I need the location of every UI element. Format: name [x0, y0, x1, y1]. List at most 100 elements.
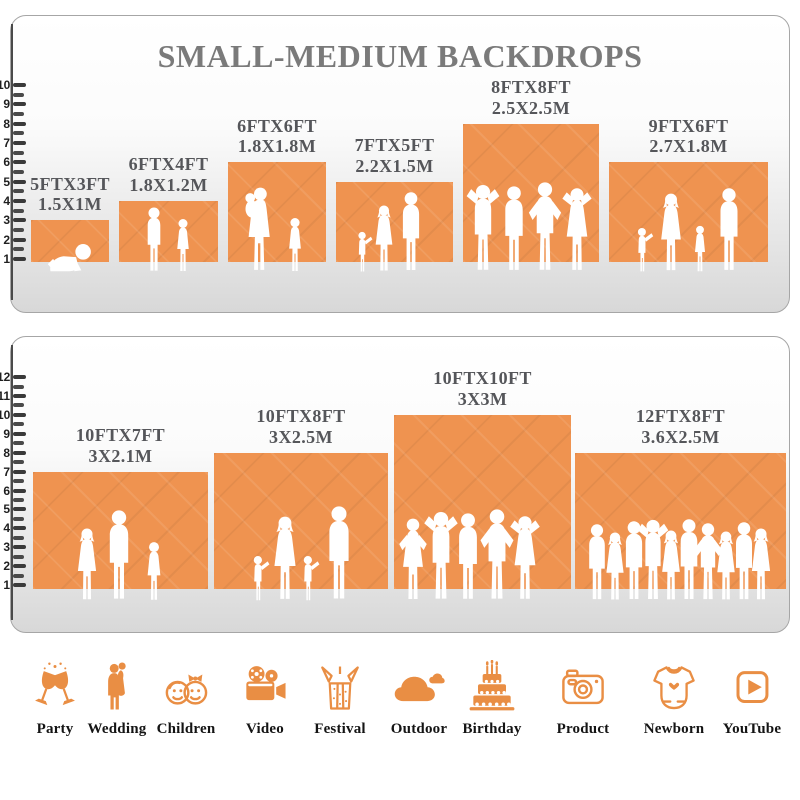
ruler-number: 8	[3, 116, 10, 131]
ruler-tick-minor	[13, 208, 24, 213]
size-ft-label: 8FTX8FT	[491, 76, 571, 97]
category-label: Newborn	[643, 721, 705, 737]
ruler-tick-minor	[13, 228, 24, 232]
ruler-tick-minor	[13, 150, 24, 155]
backdrop-bar-10ftx7ft	[33, 471, 208, 589]
ruler-tick-minor	[13, 131, 24, 136]
ruler-tick-major	[13, 545, 26, 550]
category-product: Product	[538, 660, 628, 738]
ruler-tick-major	[13, 375, 26, 380]
size-m-label: 3X2.1M	[88, 445, 153, 466]
bar-size-label: 10FTX7FT 3X2.1M	[1, 425, 241, 467]
size-m-label: 2.7X1.8M	[649, 136, 728, 157]
size-ft-label: 10FTX10FT	[433, 368, 532, 389]
ruler-tick-minor	[13, 247, 24, 252]
size-m-label: 1.8X1.2M	[129, 175, 208, 196]
category-festival: Festival	[295, 660, 385, 738]
ruler-tick-minor	[13, 554, 24, 559]
ruler-axis	[11, 345, 13, 620]
ruler-number: 1	[3, 252, 10, 266]
ruler-tick-minor	[13, 441, 24, 446]
ruler-tick-minor	[13, 170, 24, 174]
ruler-tick-minor	[13, 479, 24, 484]
ruler-number: 3	[3, 213, 10, 228]
ruler-tick-major	[13, 257, 26, 261]
size-ft-label: 9FTX6FT	[648, 115, 729, 136]
ruler-tick-minor	[13, 535, 24, 540]
size-m-label: 1.5X1M	[38, 194, 102, 215]
category-newborn: Newborn	[629, 660, 719, 738]
ruler-number: 7	[3, 136, 10, 151]
backdrop-bar-5ftx3ft	[31, 220, 109, 262]
ruler-tick-major	[13, 121, 26, 126]
size-ft-label: 6FTX6FT	[237, 115, 317, 136]
category-label: Outdoor	[390, 721, 448, 737]
ruler-number: 9	[3, 426, 10, 441]
backdrop-bar-7ftx5ft	[336, 181, 453, 262]
category-label: Wedding	[87, 721, 147, 737]
category-label: Birthday	[462, 721, 522, 737]
ruler-tick-major	[13, 412, 26, 417]
backdrop-bar-6ftx4ft	[119, 201, 218, 262]
size-ft-label: 12FTX8FT	[635, 405, 726, 426]
ruler-number: 1	[3, 578, 10, 592]
birthday-icon	[464, 660, 520, 716]
ruler-number: 10	[0, 78, 11, 93]
ruler-tick-major	[13, 526, 26, 531]
ruler-number: 6	[3, 483, 10, 498]
category-label: Festival	[314, 721, 366, 737]
bar-size-label: 9FTX6FT 2.7X1.8M	[569, 116, 800, 158]
category-label: Party	[36, 721, 74, 737]
outdoor-icon	[391, 660, 447, 716]
category-party: Party	[10, 660, 100, 738]
ruler-tick-major	[13, 431, 26, 436]
size-m-label: 1.8X1.8M	[237, 136, 317, 157]
ruler-tick-major	[13, 488, 26, 493]
ruler-tick-major	[13, 507, 26, 512]
ruler-tick-major	[13, 394, 26, 398]
category-youtube: YouTube	[707, 660, 797, 738]
ruler-tick-major	[13, 450, 26, 455]
backdrop-panel-1: SMALL-MEDIUM BACKDROPS 1 2 3 4 5 6 7 8 9 10 5FTX3F…	[0, 15, 790, 313]
bar-size-label: 10FTX10FT 3X3M	[363, 368, 603, 410]
size-ft-label: 7FTX5FT	[354, 134, 435, 155]
ruler-number: 2	[3, 559, 10, 574]
size-ft-label: 5FTX3FT	[30, 173, 110, 194]
ruler-tick-minor	[13, 497, 24, 502]
category-video: Video	[220, 660, 310, 738]
ruler-tick-minor	[13, 112, 24, 117]
wedding-icon	[89, 660, 145, 716]
ruler-number: 10	[0, 407, 11, 422]
ruler-tick-major	[13, 237, 26, 242]
ruler-number: 5	[3, 174, 10, 189]
bar-size-label: 5FTX3FT 1.5X1M	[0, 174, 190, 216]
ruler-number: 6	[3, 155, 10, 170]
ruler-number: 11	[0, 389, 10, 403]
ruler-tick-major	[13, 160, 26, 165]
ruler-tick-major	[13, 102, 26, 107]
ruler-tick-major	[13, 83, 26, 88]
ruler-tick-minor	[13, 384, 24, 389]
ruler-tick-major	[13, 218, 26, 223]
size-ft-label: 6FTX4FT	[128, 154, 209, 175]
size-m-label: 3.6X2.5M	[641, 426, 720, 447]
category-label: Video	[246, 721, 284, 737]
size-m-label: 3X2.5M	[269, 426, 333, 447]
ruler-tick-major	[13, 199, 26, 203]
size-m-label: 2.5X2.5M	[491, 97, 571, 118]
ruler-tick-minor	[13, 403, 24, 408]
ruler-number: 12	[0, 370, 11, 385]
ruler-tick-minor	[13, 573, 24, 578]
ruler-tick-minor	[13, 92, 24, 97]
category-birthday: Birthday	[447, 660, 537, 738]
bar-size-label: 7FTX5FT 2.2X1.5M	[275, 135, 515, 177]
backdrop-bar-6ftx6ft	[228, 162, 326, 262]
bar-size-label: 10FTX8FT 3X2.5M	[181, 406, 421, 448]
backdrop-panel-2: 12345678910111210FTX7FT3X2.1M10FTX8FT3X2…	[0, 336, 790, 633]
ruler-number: 9	[3, 97, 10, 112]
backdrop-bar-9ftx6ft	[609, 162, 768, 262]
ruler-number: 3	[3, 540, 10, 555]
children-icon	[158, 660, 214, 716]
backdrop-bar-12ftx8ft	[575, 452, 786, 589]
ruler-tick-major	[13, 179, 26, 184]
